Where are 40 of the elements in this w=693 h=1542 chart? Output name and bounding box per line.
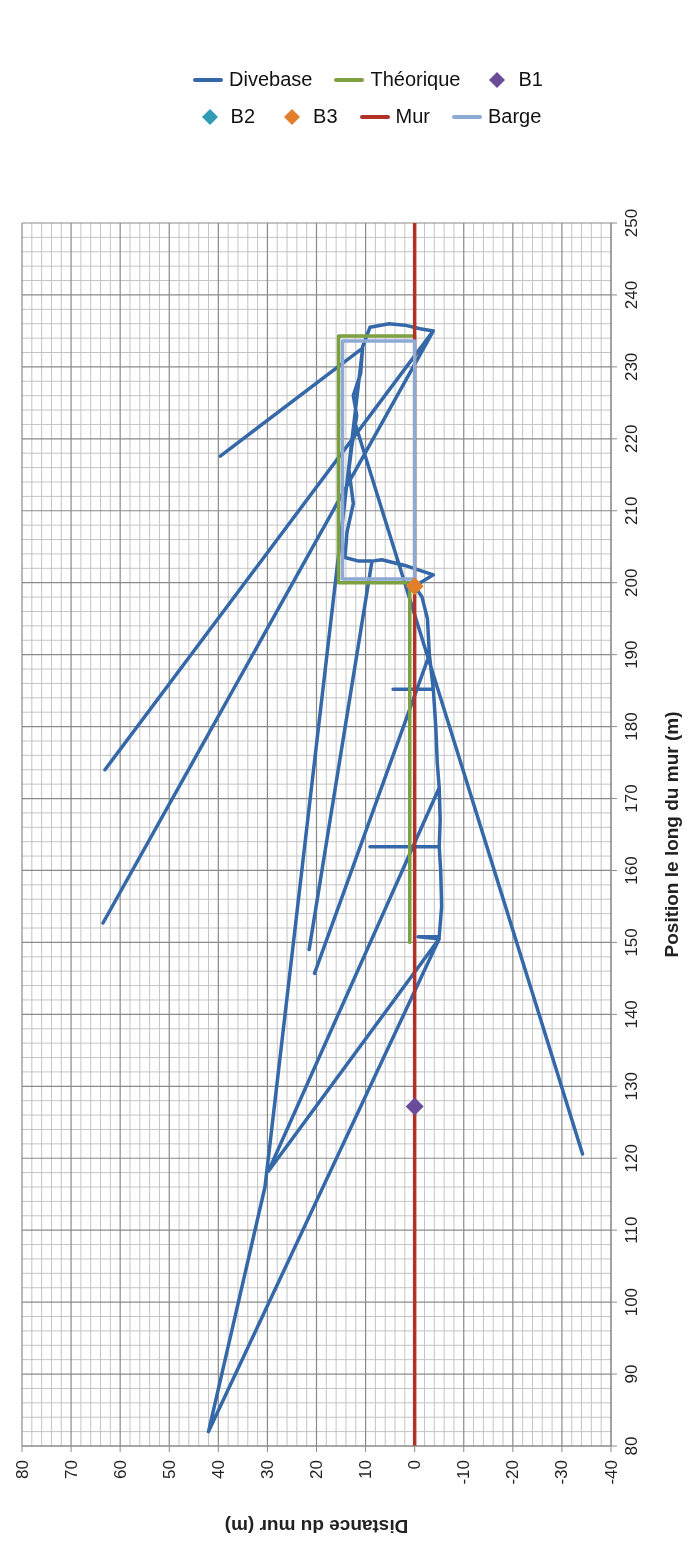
y-tick-label: 220 [622,424,641,454]
legend-label: B1 [518,68,543,91]
y-tick-label: 210 [622,496,641,525]
x-tick-label: 80 [12,1460,32,1479]
y-tick-label: 250 [622,208,641,238]
x-tick-label: 40 [208,1460,228,1479]
x-tick-label: -40 [601,1460,621,1485]
x-axis-title: Distance du mur (m) [224,1516,409,1537]
y-tick-label: 170 [622,784,641,813]
legend-label: B3 [313,105,338,128]
legend-label: Mur [395,105,430,128]
y-tick-label: 230 [622,352,641,382]
x-tick-label: 10 [356,1460,376,1479]
y-axis-title: Position le long du mur (m) [660,711,682,958]
y-tick-label: 100 [622,1287,641,1317]
x-tick-label: -30 [552,1460,572,1485]
y-tick-label: 80 [622,1436,641,1456]
y-tick-label: 200 [622,568,641,597]
y-tick-label: 90 [622,1364,641,1384]
y-tick-label: 150 [622,928,641,957]
legend-label: Divebase [229,68,313,91]
y-tick-label: 110 [622,1216,641,1244]
y-tick-label: 240 [622,280,641,310]
x-tick-label: 60 [110,1460,130,1479]
x-tick-label: 0 [405,1460,425,1470]
y-tick-label: 120 [622,1144,641,1173]
x-tick-label: -20 [503,1460,523,1485]
y-tick-label: 140 [622,1000,641,1029]
y-tick-label: 190 [622,640,641,669]
x-tick-label: -10 [454,1460,474,1485]
y-tick-label: 130 [622,1072,641,1101]
legend-label: B2 [230,105,256,128]
x-tick-label: 50 [159,1460,179,1479]
x-tick-label: 20 [307,1460,326,1479]
legend-label: Barge [488,105,542,128]
x-tick-label: 30 [257,1460,277,1479]
y-tick-label: 180 [622,712,641,741]
legend-label: Théorique [370,68,461,91]
x-tick-label: 70 [61,1460,81,1479]
y-tick-label: 160 [622,856,641,885]
